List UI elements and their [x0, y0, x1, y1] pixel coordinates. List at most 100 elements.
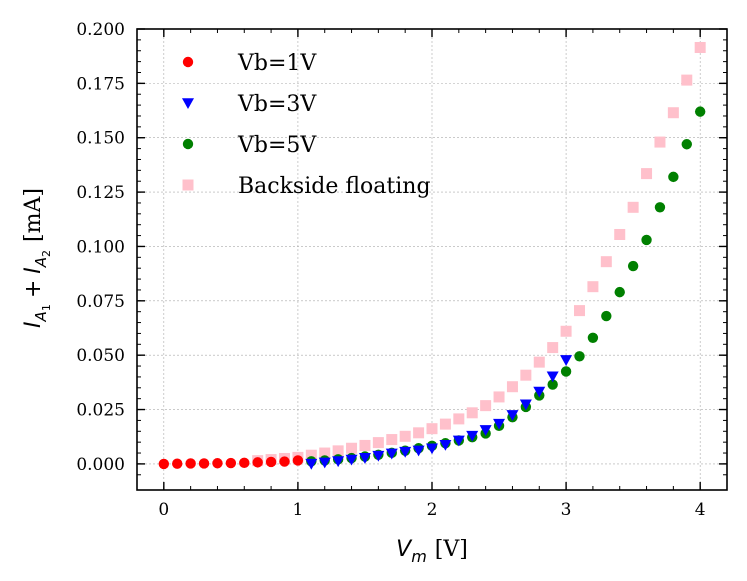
data-point	[587, 332, 599, 343]
x-axis-label-unit: [V]	[435, 537, 468, 562]
data-point	[614, 286, 625, 298]
data-point	[372, 450, 385, 462]
series-1	[305, 355, 573, 470]
svg-text:Vm[V]: Vm [V]	[396, 537, 468, 566]
data-point	[239, 457, 250, 469]
data-point	[413, 427, 425, 439]
data-point	[667, 107, 679, 119]
data-point	[493, 418, 506, 430]
data-point	[372, 437, 384, 449]
legend-label: Vb=5V	[237, 133, 317, 158]
data-point	[452, 435, 465, 447]
y-tick-label: 0.050	[76, 346, 125, 366]
data-point	[279, 456, 290, 467]
data-point	[681, 74, 693, 86]
data-point	[681, 139, 692, 150]
data-point	[158, 458, 170, 470]
y-axis-label: IA1+IA2[mA]	[21, 188, 53, 328]
y-axis-label-sub1: A	[32, 311, 50, 322]
y-axis-label-plus: +	[21, 280, 46, 298]
data-point	[332, 445, 344, 457]
x-tick-label: 4	[695, 500, 706, 520]
x-axis-label-var: V	[396, 537, 413, 562]
x-tick-label: 2	[427, 500, 438, 520]
data-point	[560, 355, 573, 366]
x-tick-label: 3	[561, 500, 572, 520]
y-axis-label-var2: I	[21, 267, 46, 274]
data-point	[560, 366, 572, 377]
data-point	[185, 458, 196, 469]
legend-marker	[182, 56, 194, 68]
data-point	[386, 434, 398, 446]
data-point	[305, 449, 317, 461]
legend: Vb=1V Vb=3V Vb=5V Backside floating	[182, 51, 431, 199]
data-point	[466, 430, 479, 442]
data-point	[654, 202, 666, 213]
data-point	[466, 407, 478, 419]
data-point	[627, 201, 639, 213]
data-point	[493, 391, 505, 403]
y-tick-label: 0.200	[76, 20, 125, 40]
y-axis-label-subsub2: 2	[40, 250, 53, 257]
x-axis-label-sub: m	[411, 547, 427, 566]
legend-label: Backside floating	[238, 174, 431, 199]
data-point	[479, 425, 492, 436]
data-point	[292, 455, 304, 466]
data-point	[426, 423, 438, 435]
data-point	[627, 260, 639, 272]
svg-text:IA1+IA2[mA]: IA1+IA2[mA]	[21, 188, 53, 328]
data-point	[332, 456, 345, 468]
data-point	[600, 256, 612, 268]
data-point	[225, 457, 237, 469]
legend-label: Vb=1V	[237, 51, 317, 76]
legend-label: Vb=3V	[237, 92, 317, 117]
data-point	[359, 439, 371, 451]
data-point	[480, 400, 492, 412]
data-point	[574, 351, 585, 362]
data-point	[399, 430, 411, 442]
data-point	[385, 448, 398, 460]
data-point	[453, 413, 465, 425]
plot-markers	[158, 41, 706, 470]
data-point	[533, 356, 545, 368]
axis-ticks: 0 1 2 3 4 0.000 0.025 0.050 0.075 0.100 0.125 0.150…	[76, 20, 728, 520]
data-point	[212, 458, 223, 469]
data-point	[560, 325, 572, 337]
data-point	[668, 171, 679, 183]
data-point	[439, 418, 451, 430]
legend-marker	[182, 138, 194, 150]
grid-lines	[137, 28, 727, 490]
data-point	[641, 234, 652, 246]
data-point	[265, 456, 277, 468]
data-point	[506, 381, 518, 393]
series-3	[252, 41, 706, 467]
y-axis-label-unit: [mA]	[21, 188, 46, 242]
series-0	[158, 455, 304, 470]
y-tick-label: 0.100	[76, 237, 125, 257]
data-point	[426, 443, 438, 455]
data-point	[694, 41, 706, 53]
x-tick-label: 1	[292, 500, 303, 520]
data-point	[587, 281, 599, 293]
data-point	[654, 136, 666, 148]
data-point	[547, 379, 558, 390]
data-point	[614, 228, 626, 240]
data-point	[533, 386, 546, 398]
data-point	[345, 454, 358, 466]
data-point	[198, 458, 210, 469]
data-point	[172, 458, 183, 469]
series-2	[306, 106, 706, 467]
x-tick-label: 0	[158, 500, 169, 520]
data-point	[358, 453, 371, 464]
data-point	[412, 445, 425, 457]
data-point	[305, 458, 318, 470]
y-tick-label: 0.000	[76, 455, 125, 475]
data-point	[601, 310, 612, 322]
y-tick-label: 0.175	[76, 74, 125, 94]
data-point	[574, 305, 585, 317]
data-point	[319, 447, 331, 459]
y-tick-label: 0.150	[76, 129, 125, 149]
data-point	[506, 410, 519, 421]
y-tick-label: 0.075	[76, 292, 125, 312]
